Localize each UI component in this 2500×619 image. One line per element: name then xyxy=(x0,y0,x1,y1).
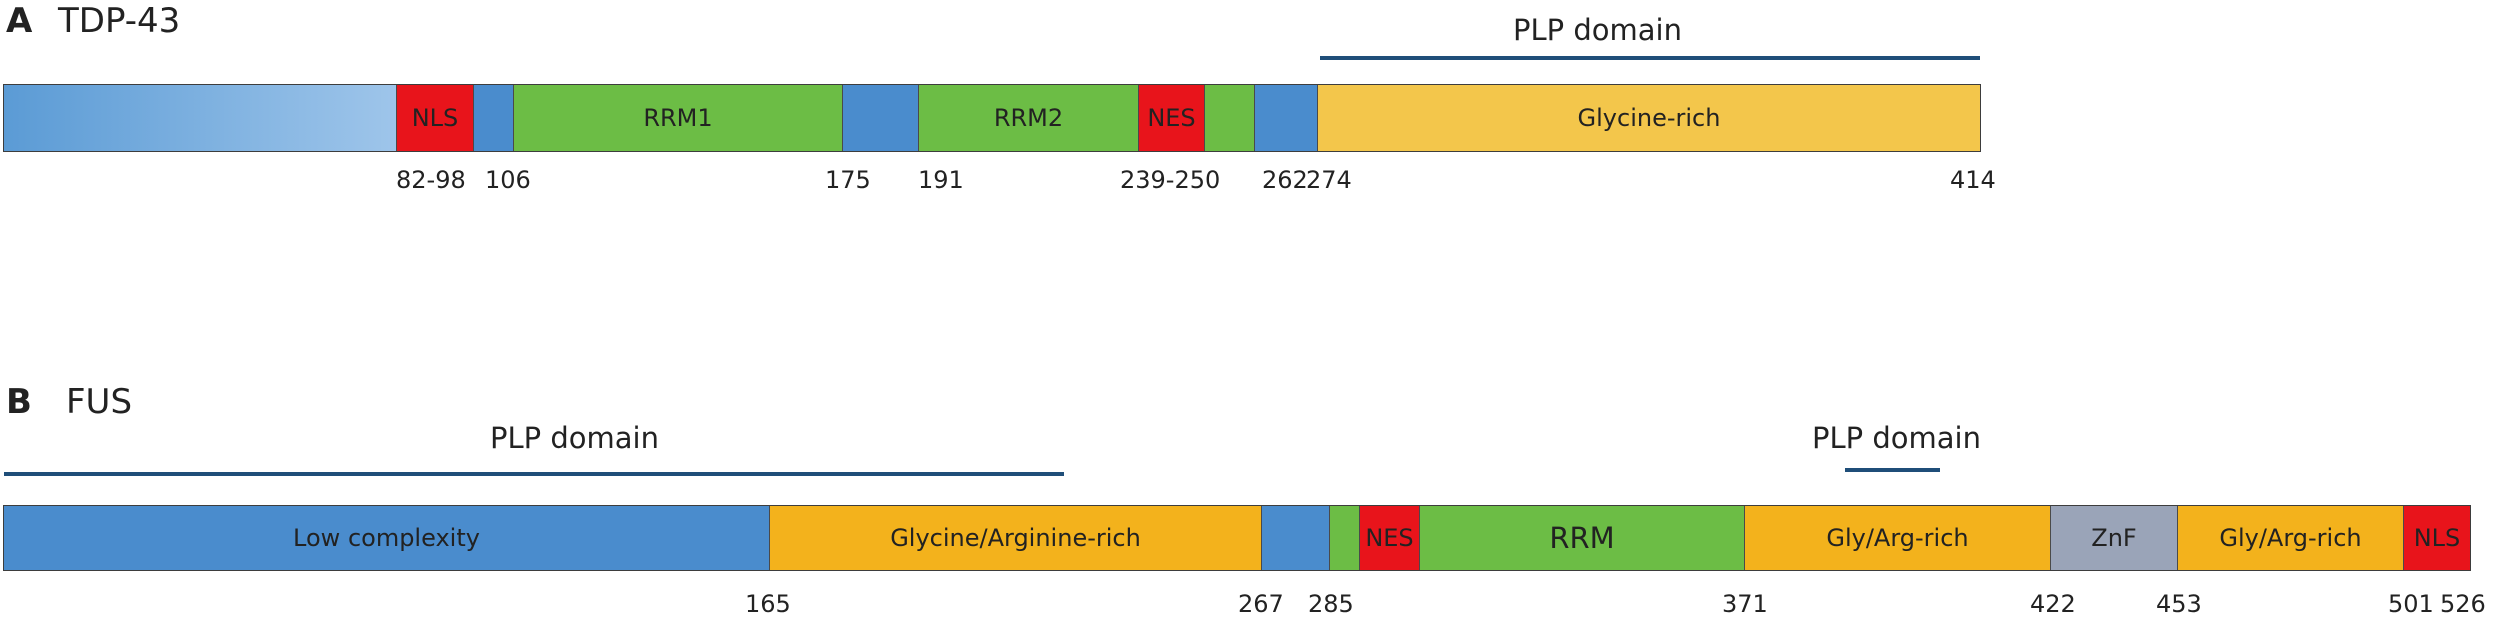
segment-znf: ZnF xyxy=(2051,506,2178,570)
panel-a-plp-label: PLP domain xyxy=(1513,13,1682,47)
segment-glycine-arginine-rich: Glycine/Arginine-rich xyxy=(770,506,1262,570)
panel-b-letter: B xyxy=(6,382,32,422)
panel-b-title: FUS xyxy=(66,382,133,422)
tick-label: 274 xyxy=(1306,166,1352,194)
tick-label: 414 xyxy=(1950,166,1996,194)
panel-b-plp-line-1 xyxy=(4,472,1064,476)
segment-linker-1 xyxy=(474,85,514,151)
panel-a-letter: A xyxy=(6,1,33,41)
panel-a-plp-line xyxy=(1320,56,1980,60)
segment-linker-1 xyxy=(1262,506,1330,570)
segment-linker-2 xyxy=(843,85,919,151)
fus-domain-bar: Low complexity Glycine/Arginine-rich NES… xyxy=(3,505,2471,571)
tick-label: 175 xyxy=(825,166,871,194)
segment-nes: NES xyxy=(1360,506,1420,570)
tick-label: 285 xyxy=(1308,590,1354,618)
panel-b-plp-label-1: PLP domain xyxy=(490,421,659,455)
tick-label: 501 xyxy=(2388,590,2434,618)
tick-label: 82-98 xyxy=(396,166,466,194)
segment-gly-arg-rich-1: Gly/Arg-rich xyxy=(1745,506,2051,570)
segment-gly-arg-rich-2: Gly/Arg-rich xyxy=(2178,506,2404,570)
segment-rrm: RRM xyxy=(1420,506,1745,570)
segment-linker-2 xyxy=(1330,506,1360,570)
segment-linker-4 xyxy=(1255,85,1318,151)
segment-low-complexity: Low complexity xyxy=(4,506,770,570)
panel-b-plp-label-2: PLP domain xyxy=(1812,421,1981,455)
tick-label: 106 xyxy=(485,166,531,194)
tick-label: 526 xyxy=(2440,590,2486,618)
tick-label: 239-250 xyxy=(1120,166,1221,194)
tick-label: 371 xyxy=(1722,590,1768,618)
tick-label: 191 xyxy=(918,166,964,194)
tick-label: 267 xyxy=(1238,590,1284,618)
tick-label: 262 xyxy=(1262,166,1308,194)
segment-glycine-rich: Glycine-rich xyxy=(1318,85,1980,151)
tick-label: 453 xyxy=(2156,590,2202,618)
segment-nls: NLS xyxy=(2404,506,2470,570)
segment-linker-3 xyxy=(1205,85,1255,151)
segment-rrm1: RRM1 xyxy=(514,85,843,151)
tdp43-domain-bar: NLS RRM1 RRM2 NES Glycine-rich xyxy=(3,84,1981,152)
segment-n-terminal xyxy=(4,85,397,151)
panel-b-plp-line-2 xyxy=(1845,468,1940,472)
segment-nes: NES xyxy=(1139,85,1205,151)
tick-label: 422 xyxy=(2030,590,2076,618)
panel-a-title: TDP-43 xyxy=(58,1,181,41)
tick-label: 165 xyxy=(745,590,791,618)
segment-rrm2: RRM2 xyxy=(919,85,1139,151)
segment-nls: NLS xyxy=(397,85,474,151)
